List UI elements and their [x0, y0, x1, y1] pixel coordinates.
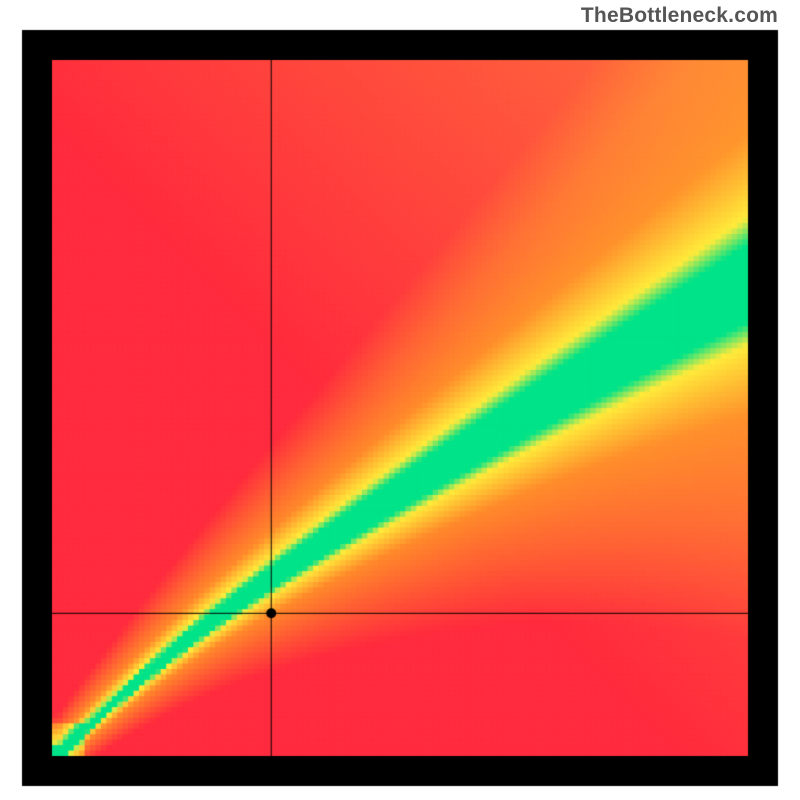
heatmap-canvas [0, 0, 800, 800]
watermark-text: TheBottleneck.com [581, 4, 778, 28]
chart-container: TheBottleneck.com [0, 0, 800, 800]
